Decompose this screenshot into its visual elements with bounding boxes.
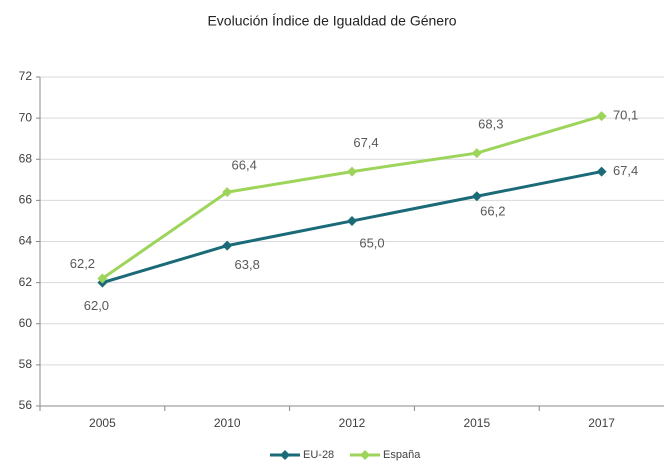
legend-marker (280, 450, 290, 460)
y-tick-label: 60 (19, 316, 33, 330)
data-label: 67,4 (353, 135, 378, 150)
y-tick-label: 56 (19, 398, 33, 412)
y-tick-label: 66 (19, 193, 33, 207)
y-tick-label: 64 (19, 234, 33, 248)
data-label: 68,3 (478, 117, 503, 132)
legend-label: EU-28 (303, 449, 334, 461)
point-marker (596, 166, 607, 177)
y-tick-label: 70 (19, 110, 33, 124)
data-label: 66,4 (232, 158, 257, 173)
data-label: 70,1 (613, 108, 638, 123)
point-marker (471, 148, 482, 159)
data-label: 66,2 (480, 204, 505, 219)
x-tick-label: 2017 (588, 416, 615, 430)
data-label: 62,0 (84, 298, 109, 313)
data-label: 65,0 (359, 235, 384, 250)
chart-title: Evolución Índice de Igualdad de Género (207, 13, 456, 29)
data-label: 62,2 (70, 256, 95, 271)
data-label: 63,8 (235, 257, 260, 272)
point-marker (347, 166, 357, 177)
point-marker (347, 215, 357, 226)
x-tick-label: 2005 (89, 416, 116, 430)
x-tick-label: 2015 (463, 416, 490, 430)
point-marker (222, 240, 233, 251)
y-tick-label: 72 (19, 69, 33, 83)
data-label: 67,4 (613, 163, 638, 178)
legend-marker (360, 450, 370, 460)
y-tick-label: 58 (19, 357, 33, 371)
series-line (101, 114, 603, 280)
x-tick-label: 2010 (214, 416, 241, 430)
y-tick-label: 62 (19, 275, 33, 289)
point-marker (596, 111, 607, 122)
point-marker (97, 273, 108, 284)
x-tick-label: 2012 (339, 416, 366, 430)
legend-label: España (383, 449, 421, 461)
point-marker (471, 191, 482, 202)
point-marker (222, 187, 233, 198)
y-tick-label: 68 (19, 151, 33, 165)
